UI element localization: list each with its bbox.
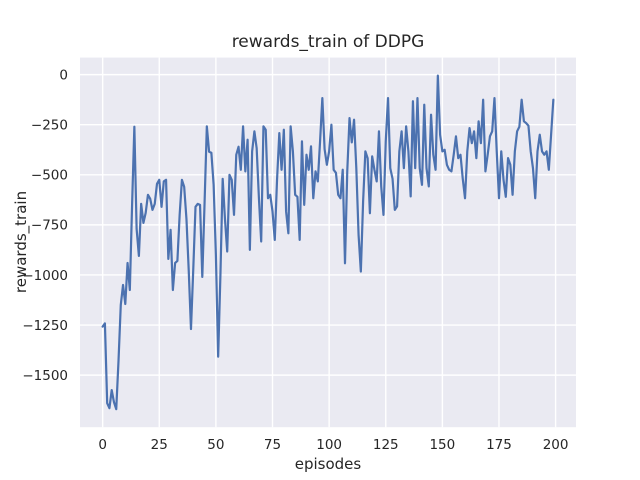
x-tick-label: 50: [207, 437, 224, 453]
y-tick-label: −250: [31, 118, 68, 134]
plot-area: [80, 57, 576, 428]
y-tick-label: 0: [59, 67, 68, 83]
x-tick-label: 200: [543, 437, 569, 453]
x-tick-label: 75: [264, 437, 281, 453]
x-tick-label: 150: [429, 437, 455, 453]
y-tick-label: −1250: [22, 318, 68, 334]
y-tick-label: −500: [31, 168, 68, 184]
y-axis-label: rewards_train: [12, 190, 30, 294]
x-axis-label: episodes: [294, 455, 362, 473]
x-tick-label: 175: [486, 437, 512, 453]
x-tick-label: 100: [316, 437, 342, 453]
x-tick-label: 25: [151, 437, 168, 453]
x-tick-label: 0: [98, 437, 107, 453]
y-tick-label: −1000: [22, 268, 68, 284]
y-tick-label: −750: [31, 218, 68, 234]
y-tick-label: −1500: [22, 368, 68, 384]
data-line: [101, 74, 555, 411]
chart-title: rewards_train of DDPG: [231, 32, 425, 52]
x-tick-label: 125: [373, 437, 399, 453]
